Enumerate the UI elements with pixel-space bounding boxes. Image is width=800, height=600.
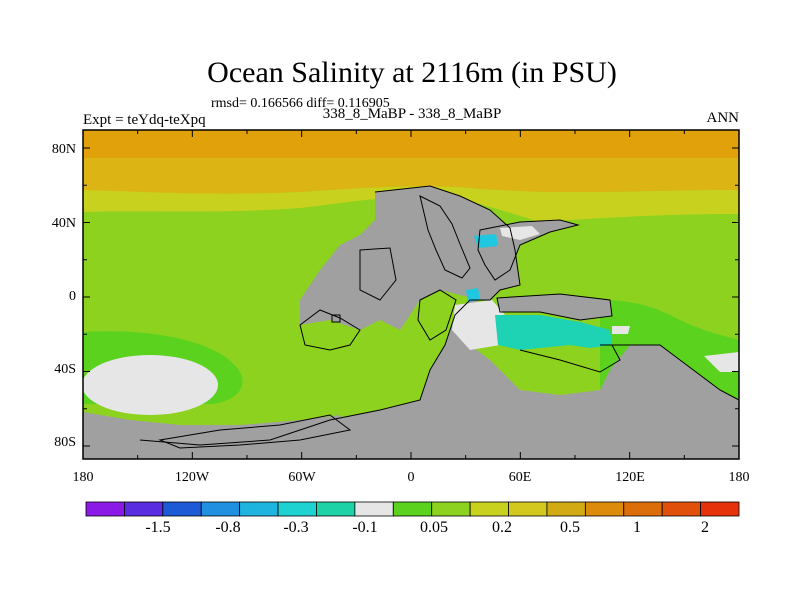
colorbar-swatch [700,501,740,517]
teal-patch-indian [495,315,612,350]
colorbar-label: 0.5 [560,519,580,536]
lon-axis-labels: 180 120W 60W 0 60E 120E 180 [73,470,750,485]
colorbar-label: 1 [633,519,641,536]
lon-label: 180 [729,470,750,485]
experiment-label: Expt = teYdq-teXpq [83,112,206,128]
colorbar-label: -0.8 [215,519,240,536]
colorbar-label: 0.2 [492,519,512,536]
lon-label: 60W [288,470,316,485]
lat-label: 80N [52,142,76,157]
neutral-blob-southwest [83,355,218,415]
colorbar-swatch [124,501,164,517]
neutral-patch-southeast [704,352,739,372]
cyan-patch-mid [466,288,480,302]
colorbar-swatch [162,501,202,517]
colorbar-swatch [354,501,394,517]
colorbar-swatch [546,501,586,517]
land-south-block [83,412,350,448]
lon-label: 120E [615,470,645,485]
colorbar-swatch [392,501,433,517]
cyan-patch-north [474,234,498,248]
colorbar-swatch [239,501,279,517]
axis-ticks [82,130,740,459]
lon-label: 180 [73,470,94,485]
lat-label: 40N [52,216,76,231]
lon-label: 120W [175,470,210,485]
colorbar-swatch [469,501,509,517]
land-equatorial-strip [497,294,612,320]
lon-label: 60E [509,470,532,485]
neutral-patch-east [612,326,630,334]
land-atlantic-americas [83,186,739,459]
stats-subtitle: rmsd= 0.166566 diff= 0.116905 [211,96,390,111]
colorbar-label: -1.5 [145,519,170,536]
colorbar-swatch [508,501,548,517]
colorbar-swatch [584,501,625,517]
colorbar-label: 0.05 [420,519,448,536]
colorbar-swatch [200,501,241,517]
colorbar-swatch [277,501,317,517]
neutral-patch-equatorial [452,300,505,350]
colorbar-swatch [431,501,471,517]
map-panel [82,129,740,460]
lat-label: 0 [69,289,76,304]
colorbar-swatch [661,501,701,517]
colorbar-swatch [316,501,356,517]
colorbar-labels: -1.5 -0.8 -0.3 -0.1 0.05 0.2 0.5 1 2 [145,519,709,536]
colorbar-label: -0.1 [352,519,377,536]
north-band-3 [83,186,739,222]
comparison-label: 338_8_MaBP - 338_8_MaBP [323,106,502,122]
lat-axis-labels: 80N 40N 0 40S 80S [52,142,76,450]
colorbar-swatch [623,501,663,517]
colorbar-swatch [85,501,125,517]
coastlines [139,185,739,449]
plot-title: Ocean Salinity at 2116m (in PSU) [207,56,617,89]
lon-label: 0 [408,470,415,485]
colorbar-label: 2 [701,519,709,536]
colorbar [85,501,740,517]
lat-label: 40S [54,362,76,377]
colorbar-label: -0.3 [283,519,308,536]
season-label: ANN [707,110,740,126]
lat-label: 80S [54,435,76,450]
north-band-2 [83,158,739,194]
